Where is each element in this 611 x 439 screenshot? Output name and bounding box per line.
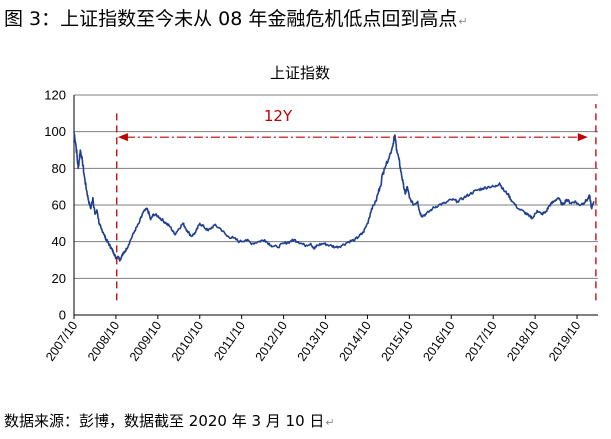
grid-lines [74, 94, 598, 279]
x-tick-label-2017/10: 2017/10 [462, 319, 499, 364]
y-tick-label-60: 60 [52, 198, 66, 213]
x-tick-label-2007/10: 2007/10 [43, 319, 80, 364]
y-tick-label-80: 80 [52, 161, 66, 176]
x-tick-labels: 2007/10 2008/10 2009/10 2010/10 2011/10 2012/… [43, 319, 583, 364]
y-tick-labels: 0 20 40 60 80 100 120 [44, 88, 66, 323]
x-tick-label-2018/10: 2018/10 [504, 319, 541, 364]
chart-title: 上证指数 [270, 64, 330, 82]
x-tick-label-2014/10: 2014/10 [337, 319, 374, 364]
y-tick-label-20: 20 [52, 271, 66, 286]
y-tick-label-0: 0 [59, 308, 66, 323]
y-tick-label-120: 120 [44, 88, 66, 103]
x-tick-label-2012/10: 2012/10 [253, 319, 290, 364]
axes [73, 95, 598, 319]
arrow-head-right-icon [577, 133, 588, 142]
paragraph-mark-icon: ↵ [325, 416, 335, 429]
x-tick-label-2009/10: 2009/10 [127, 319, 164, 364]
x-tick-label-2010/10: 2010/10 [169, 319, 206, 364]
x-tick-label-2008/10: 2008/10 [85, 319, 122, 364]
y-tick-label-100: 100 [44, 124, 66, 139]
figure-title: 图 3：上证指数至今未从 08 年金融危机低点回到高点↵ [4, 4, 468, 31]
x-tick-label-2015/10: 2015/10 [378, 319, 415, 364]
x-tick-label-2013/10: 2013/10 [295, 319, 332, 364]
x-tick-label-2019/10: 2019/10 [546, 319, 583, 364]
figure-source-text: 数据来源：彭博，数据截至 2020 年 3 月 10 日 [4, 412, 325, 430]
series-lines [73, 131, 595, 262]
arrow-head-left-icon [117, 133, 128, 142]
y-tick-label-40: 40 [52, 234, 66, 249]
x-tick-label-2016/10: 2016/10 [420, 319, 457, 364]
figure-source: 数据来源：彭博，数据截至 2020 年 3 月 10 日↵ [4, 410, 335, 431]
figure-title-text: 图 3：上证指数至今未从 08 年金融危机低点回到高点 [4, 8, 458, 30]
series-line-1 [73, 131, 595, 262]
x-tick-label-2011/10: 2011/10 [211, 319, 248, 363]
annotations: 12Y [116, 104, 597, 301]
annotation-12y-label: 12Y [264, 107, 293, 125]
paragraph-mark-icon: ↵ [458, 15, 468, 28]
